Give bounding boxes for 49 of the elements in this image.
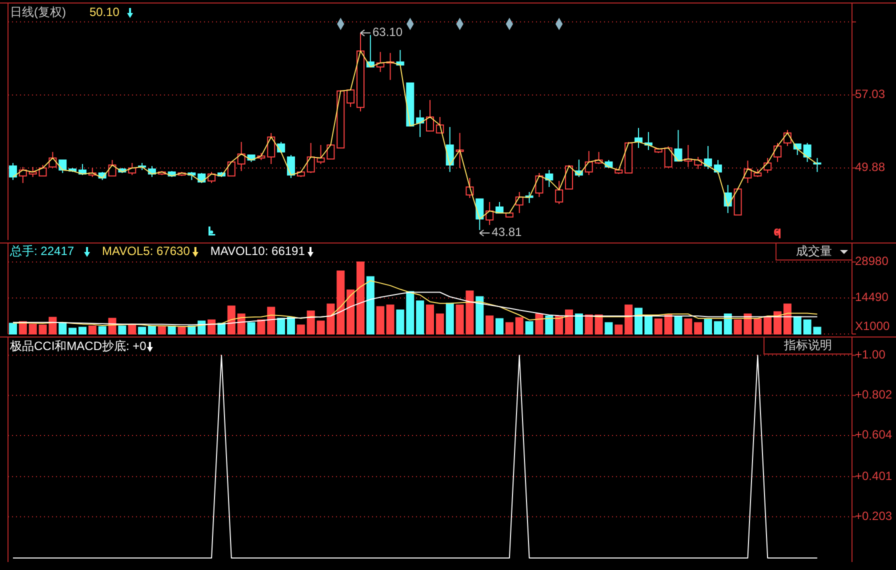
annotation: 指标说明 [783,338,832,352]
candlestick [346,88,355,108]
y-tick-label: +0.802 [855,388,892,402]
y-tick-label: 28980 [855,254,889,268]
y-tick-label: 57.03 [855,87,886,102]
candlestick [38,164,47,176]
y-tick-label: 49.88 [855,160,886,174]
annotation: 成交量 [796,244,832,258]
candlestick [545,170,554,188]
legend-label: 总手: 22417 [9,244,74,258]
candlestick [803,142,812,162]
annotation: 50.10 [89,5,120,20]
data-label: q [774,224,782,239]
y-tick-label: +0.604 [855,428,892,442]
candlestick [306,142,315,174]
legend-label: MAVOL5: 67630 [102,244,190,258]
y-tick-label: 14490 [855,290,889,304]
data-label: L [208,224,216,239]
candlestick [664,146,672,168]
legend-label: MAVOL10: 66191 [210,244,306,258]
y-tick-label: X1000 [855,319,890,334]
candlestick [535,172,544,198]
candlestick [267,132,276,164]
annotation: 日线(复权) [10,5,66,20]
candlestick [58,160,67,174]
button: 指标说明 [764,336,852,354]
candlestick [555,180,564,205]
y-tick-label: +1.00 [855,347,886,362]
candlestick [565,164,574,190]
candlestick [8,162,17,180]
candlestick [704,146,712,170]
candlestick [714,160,722,175]
annotation: 63.10 [372,25,403,40]
candlestick [674,129,682,162]
candlestick [277,141,286,154]
annotation: 43.81 [492,225,522,240]
candlestick [774,142,782,162]
candlestick [634,127,643,148]
y-tick-label: +0.203 [855,508,892,523]
y-tick-label: +0.401 [855,468,892,483]
button: 成交量 [776,242,852,260]
legend-label: 极品CCI和MACD抄底: +0 [9,339,147,354]
candlestick [584,150,593,176]
candlestick [426,99,434,132]
candlestick [237,141,246,172]
candlestick [764,157,772,174]
candlestick [286,154,295,178]
candlestick [227,161,236,176]
candlestick [108,160,116,176]
